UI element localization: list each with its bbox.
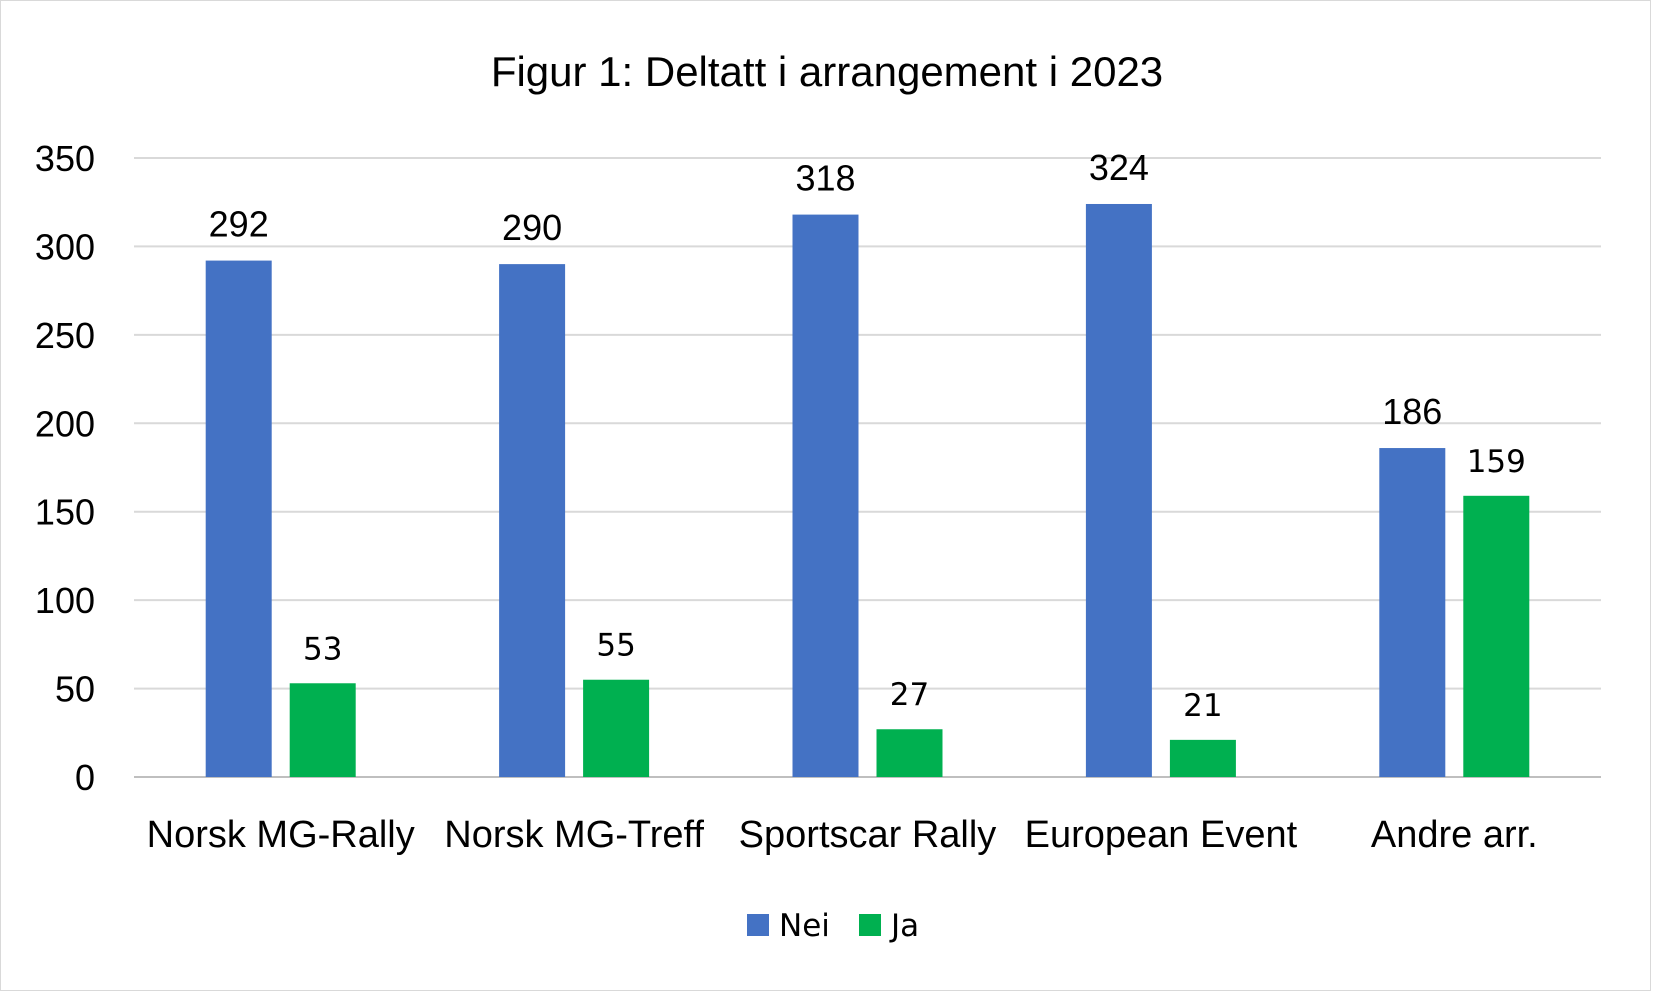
x-axis-categories: Norsk MG-Rally Norsk MG-Treff Sportscar Ra… [147, 814, 1538, 856]
y-tick-label: 150 [35, 492, 95, 533]
y-tick-label: 300 [35, 226, 95, 267]
chart-title: Figur 1: Deltatt i arrangement i 2023 [491, 48, 1163, 95]
y-tick-label: 350 [35, 138, 95, 179]
bar-ja-4 [1463, 495, 1530, 777]
data-label-nei-2: 318 [795, 158, 855, 199]
legend-swatch-nei [747, 914, 769, 936]
bar-ja-2 [876, 729, 943, 777]
data-label-ja-4: 159 [1467, 444, 1526, 480]
y-tick-label: 250 [35, 315, 95, 356]
y-tick-label: 200 [35, 403, 95, 444]
bar-nei-4 [1379, 448, 1446, 777]
legend-label-nei: Nei [779, 908, 830, 944]
bar-nei-2 [792, 214, 859, 777]
bar-nei-3 [1085, 203, 1152, 778]
data-label-ja-0: 53 [303, 631, 342, 667]
data-label-ja-2: 27 [890, 677, 929, 713]
category-label: Norsk MG-Rally [147, 814, 415, 856]
gridlines [134, 157, 1601, 778]
data-label-ja-3: 21 [1183, 688, 1222, 724]
y-tick-label: 50 [55, 669, 95, 710]
data-label-nei-4: 186 [1382, 391, 1442, 432]
data-label-nei-1: 290 [502, 207, 562, 248]
legend-swatch-ja [859, 914, 881, 936]
data-label-ja-1: 55 [596, 628, 635, 664]
bar-nei-1 [499, 264, 566, 778]
category-label: Sportscar Rally [739, 814, 997, 856]
data-label-nei-0: 292 [209, 204, 269, 245]
bar-ja-3 [1169, 739, 1236, 777]
bar-ja-0 [289, 683, 356, 777]
y-tick-label: 0 [75, 757, 95, 798]
data-labels: 292 53 290 55 318 27 324 21 186 159 [209, 147, 1526, 724]
category-label: Andre arr. [1371, 814, 1538, 856]
category-label: European Event [1025, 814, 1298, 856]
data-label-nei-3: 324 [1089, 147, 1149, 188]
category-label: Norsk MG-Treff [444, 814, 704, 856]
y-axis-ticks: 0 50 100 150 200 250 300 350 [35, 138, 95, 798]
y-tick-label: 100 [35, 580, 95, 621]
legend-label-ja: Ja [889, 908, 919, 944]
bar-ja-1 [583, 679, 650, 777]
bars [205, 203, 1530, 778]
legend: Nei Ja [747, 908, 919, 944]
bar-nei-0 [205, 260, 272, 777]
